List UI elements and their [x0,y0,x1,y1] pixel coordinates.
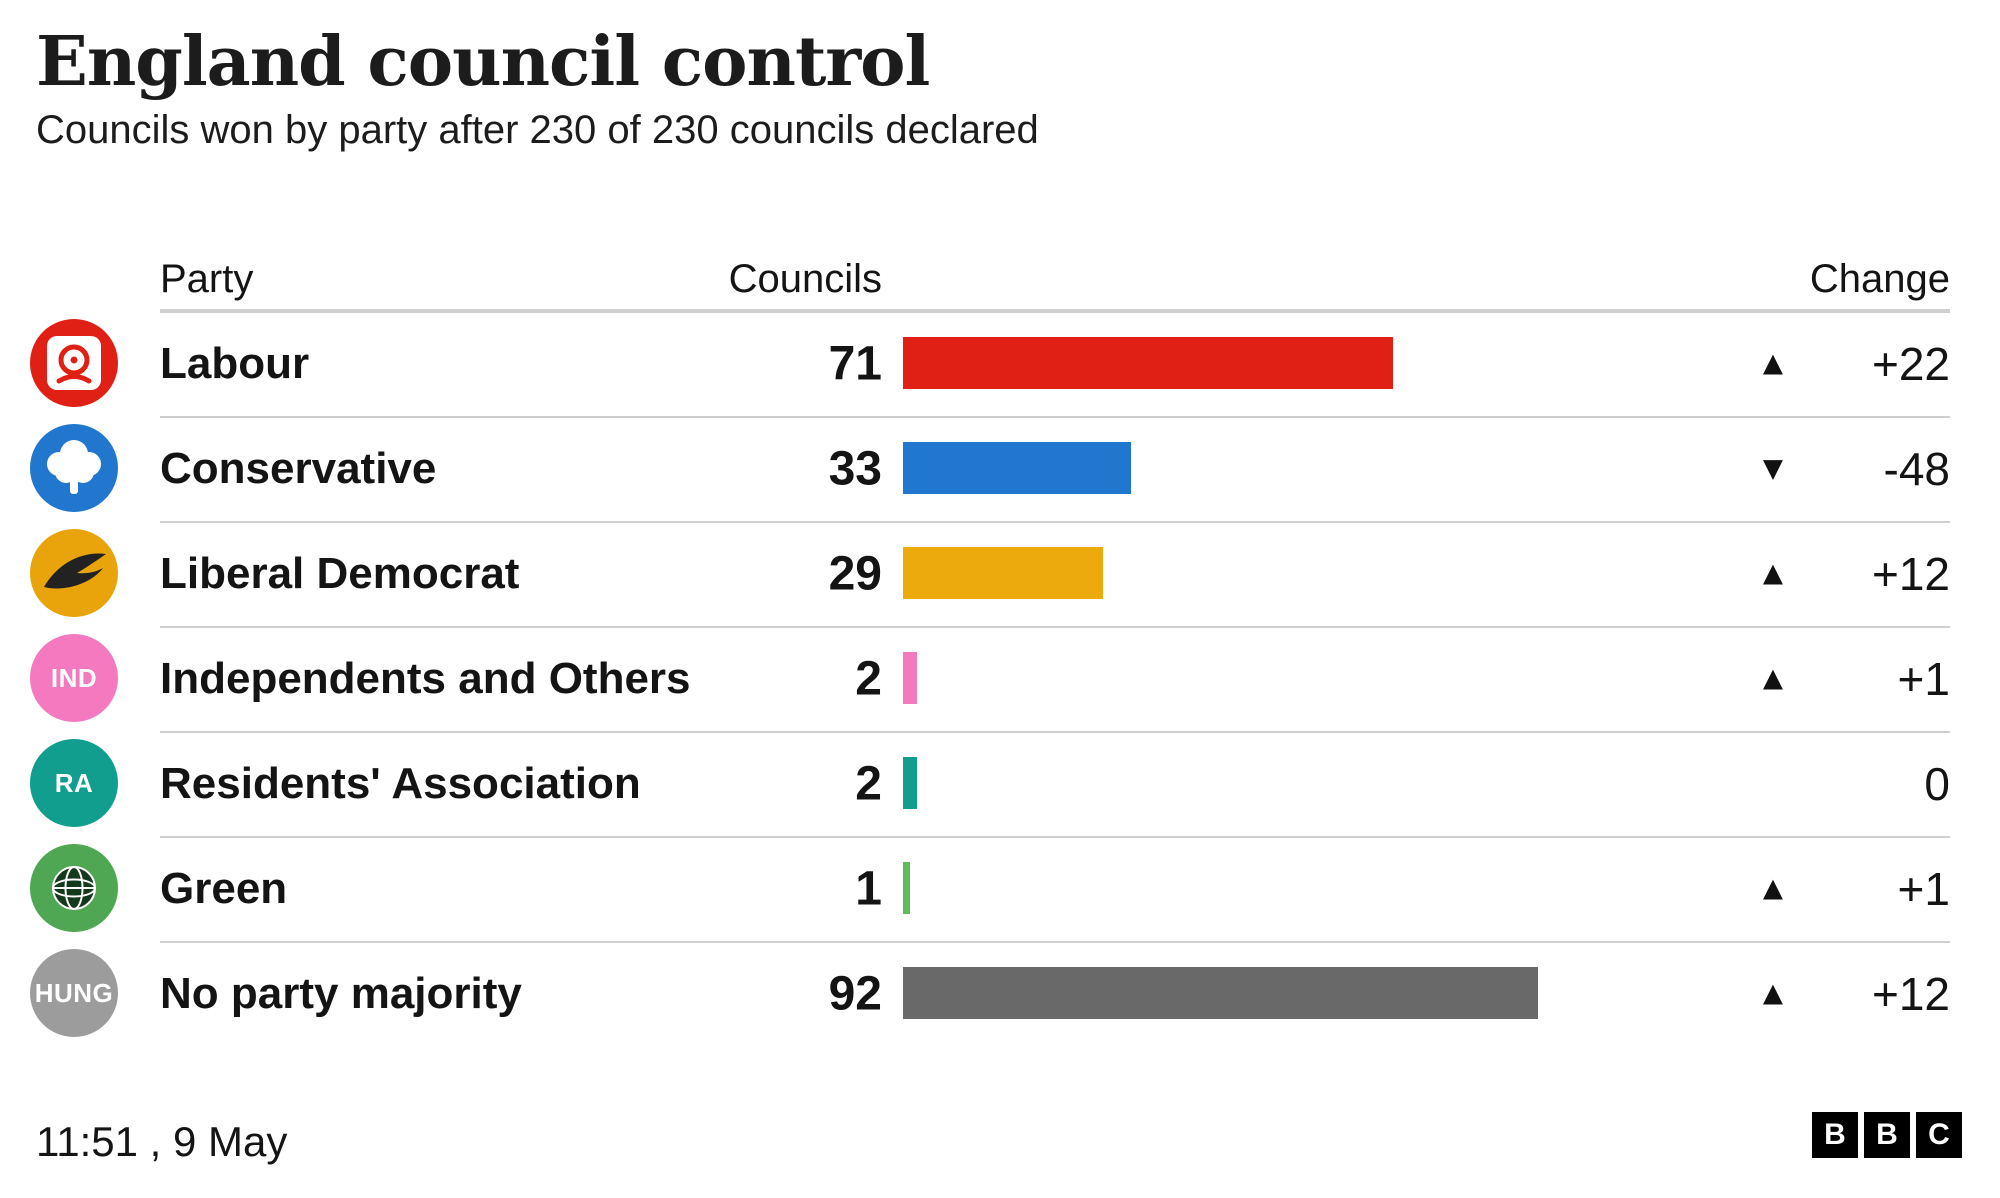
council-count: 33 [828,442,882,495]
council-count: 29 [828,547,882,600]
party-icon [30,319,118,407]
change-up-icon: ▲ [1756,869,1790,907]
change-up-icon: ▲ [1756,659,1790,697]
council-count: 1 [855,862,882,915]
council-bar [903,652,917,704]
council-bar [903,547,1104,599]
party-abbr: HUNG [34,977,114,1008]
council-bar [903,442,1131,494]
page-subtitle: Councils won by party after 230 of 230 c… [36,108,1039,152]
council-bar [903,967,1538,1019]
party-icon [30,424,118,512]
party-abbr: RA [54,767,94,798]
results-table: Party Councils Change Labour 71 ▲ +22 [0,245,2000,1046]
table-row-green: Green 1 ▲ +1 [0,836,2000,941]
change-down-icon: ▼ [1756,449,1790,487]
party-icon [30,529,118,617]
change-value: +1 [1897,862,1950,915]
conservative-tree-icon [47,440,101,494]
timestamp: 11:51 , 9 May [36,1118,288,1165]
independents-badge: IND [30,634,118,722]
hung-badge: HUNG [30,949,118,1037]
table-header: Party Councils Change [0,245,2000,311]
table-row-independents: IND Independents and Others 2 ▲ +1 [0,626,2000,731]
party-name: Green [160,863,288,913]
party-name: Conservative [160,443,437,493]
libdem-bird-icon [44,553,106,589]
labour-rose-icon [47,336,101,390]
table-row-conservative: Conservative 33 ▼ -48 [0,416,2000,521]
party-name: No party majority [160,968,522,1018]
party-name: Residents' Association [160,758,641,808]
residents-association-badge: RA [30,739,118,827]
change-up-icon: ▲ [1756,344,1790,382]
party-name: Independents and Others [160,653,691,703]
party-name: Labour [160,338,310,388]
change-up-icon: ▲ [1756,554,1790,592]
table-row-labour: Labour 71 ▲ +22 [0,311,2000,416]
table-row-no-party-majority: HUNG No party majority 92 ▲ +12 [0,941,2000,1046]
table-row-residents-association: RA Residents' Association 2 0 [0,731,2000,836]
council-count: 2 [855,757,882,810]
column-header-change: Change [1809,257,1950,301]
change-value: +12 [1871,967,1950,1020]
change-up-icon: ▲ [1756,974,1790,1012]
council-bar [903,757,917,809]
table-row-liberal-democrat: Liberal Democrat 29 ▲ +12 [0,521,2000,626]
change-value: +1 [1897,652,1950,705]
council-count: 2 [855,652,882,705]
column-header-party: Party [160,257,254,301]
page-title: England council control [36,22,930,102]
party-name: Liberal Democrat [160,548,520,598]
change-value: 0 [1924,757,1950,810]
council-count: 92 [828,967,882,1020]
bbc-logo-letter: B [1864,1112,1910,1158]
council-bar [903,337,1393,389]
change-value: +12 [1871,547,1950,600]
bbc-logo: B B C [1812,1112,1962,1158]
party-icon [30,844,118,932]
council-count: 71 [828,337,882,390]
green-globe-icon [52,866,96,910]
change-value: +22 [1871,337,1950,390]
change-value: -48 [1883,442,1950,495]
bbc-logo-letter: C [1916,1112,1962,1158]
council-bar [903,862,910,914]
bbc-logo-letter: B [1812,1112,1858,1158]
party-abbr: IND [50,662,98,693]
column-header-councils: Councils [728,257,882,301]
